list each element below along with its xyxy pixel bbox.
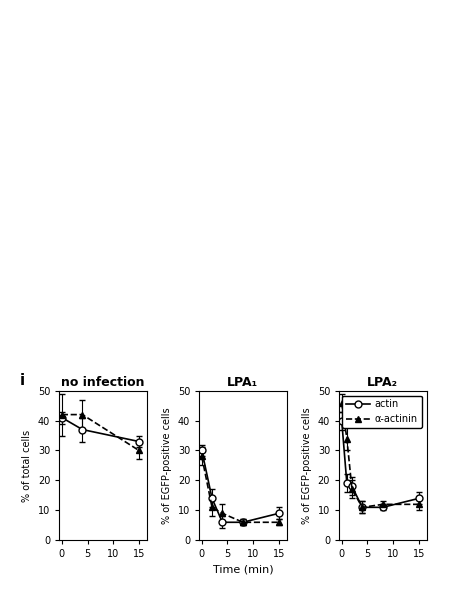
Title: LPA₂: LPA₂	[367, 376, 398, 390]
Text: b: b	[158, 89, 167, 102]
Text: f-actin: f-actin	[275, 222, 306, 232]
Y-axis label: % of EGFP-positive cells: % of EGFP-positive cells	[302, 407, 312, 524]
Text: a: a	[66, 89, 75, 102]
Title: LPA₁: LPA₁	[228, 376, 258, 390]
Text: EGFP: EGFP	[186, 371, 211, 381]
Text: g: g	[250, 242, 259, 254]
X-axis label: Time (min): Time (min)	[213, 565, 273, 575]
Text: f-actin: f-actin	[91, 222, 122, 232]
Y-axis label: % of total cells: % of total cells	[22, 429, 32, 501]
Text: d: d	[342, 89, 351, 102]
Text: 0.5 μM LPA 2 min: 0.5 μM LPA 2 min	[260, 83, 395, 97]
Title: no infection: no infection	[61, 376, 145, 390]
Text: f: f	[158, 242, 164, 254]
Text: EGFP: EGFP	[370, 371, 395, 381]
Legend: actin, α-actinin: actin, α-actinin	[342, 396, 422, 428]
Text: c: c	[250, 89, 258, 102]
Text: 0 min: 0 min	[118, 83, 162, 97]
Text: EGFP: EGFP	[186, 222, 211, 232]
Text: i: i	[20, 373, 25, 388]
Text: e: e	[66, 242, 75, 254]
Y-axis label: % of EGFP-positive cells: % of EGFP-positive cells	[162, 407, 172, 524]
Text: EGFP: EGFP	[370, 222, 395, 232]
Text: α-actinin: α-actinin	[85, 371, 128, 381]
Text: α-actinin: α-actinin	[269, 371, 312, 381]
Text: h: h	[342, 242, 351, 254]
